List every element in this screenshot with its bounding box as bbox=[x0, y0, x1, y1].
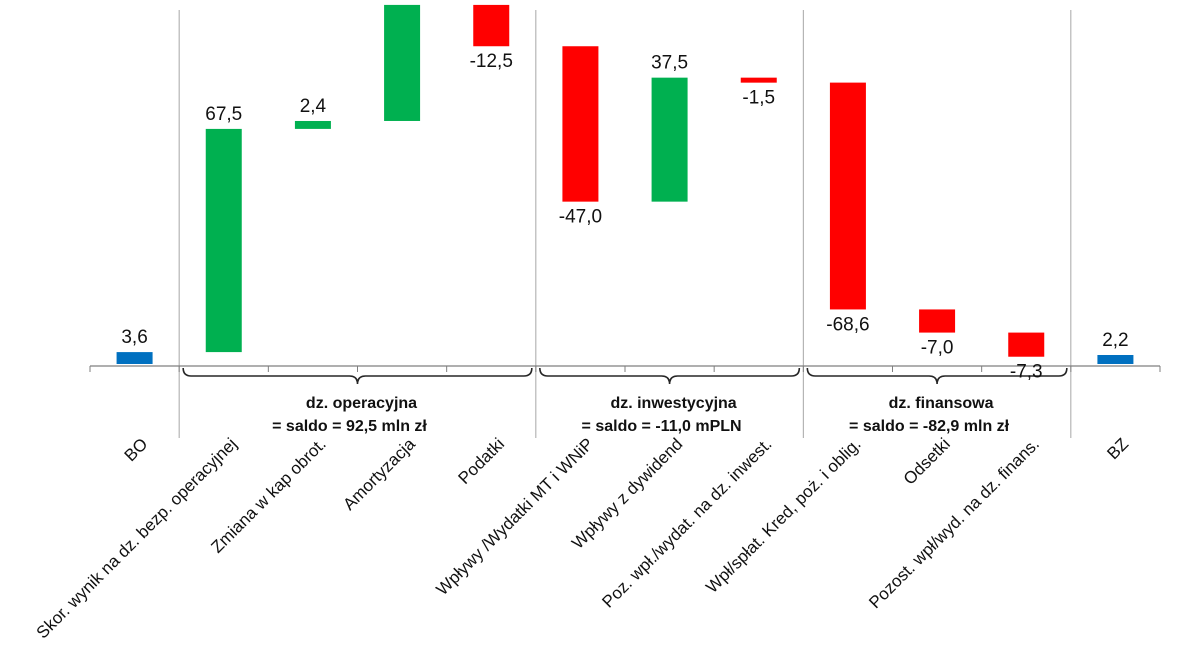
category-label: Amortyzacja bbox=[339, 434, 419, 514]
value-label: 35,1 bbox=[384, 0, 421, 1]
bar bbox=[1097, 355, 1134, 364]
group-labels: dz. operacyjna = saldo = 92,5 mln zł dz. i… bbox=[272, 395, 1010, 435]
group-title: dz. inwestycyjna bbox=[610, 395, 736, 412]
value-label: 2,4 bbox=[300, 96, 327, 117]
group-title: dz. finansowa bbox=[889, 395, 994, 412]
group-brace bbox=[182, 367, 533, 385]
bar bbox=[1008, 332, 1045, 357]
value-labels: 3,6 67,5 2,4 35,1 -12,5 -47,0 37,5 -1,5 -68,6 -7,… bbox=[121, 0, 1128, 383]
x-axis bbox=[89, 365, 1161, 372]
section-separators bbox=[178, 10, 1072, 438]
bar bbox=[473, 4, 510, 47]
category-label: Wpływy /Wydatki MT i WNiP bbox=[433, 434, 598, 599]
value-label: 3,6 bbox=[121, 327, 147, 348]
value-label: -7,0 bbox=[921, 338, 954, 359]
bars bbox=[116, 4, 1134, 364]
value-label: 2,2 bbox=[1102, 330, 1128, 351]
value-label: -68,6 bbox=[826, 314, 869, 335]
value-label: 67,5 bbox=[205, 104, 242, 125]
category-label: Pozost. wpł/wyd. na dz. finans. bbox=[865, 434, 1043, 612]
bar bbox=[740, 77, 777, 83]
category-label: Poz. wpł./wydat. na dz. inwest. bbox=[598, 434, 775, 611]
bar bbox=[562, 46, 599, 202]
bar bbox=[205, 128, 242, 353]
bar bbox=[294, 120, 331, 129]
category-label: BZ bbox=[1103, 434, 1132, 463]
bar bbox=[651, 77, 688, 202]
group-saldo: = saldo = -82,9 mln zł bbox=[849, 418, 1010, 435]
category-label: Odsetki bbox=[900, 434, 954, 488]
value-label: 37,5 bbox=[651, 53, 688, 74]
group-saldo: = saldo = -11,0 mPLN bbox=[582, 418, 742, 435]
value-label: -1,5 bbox=[742, 88, 775, 109]
value-label: -12,5 bbox=[470, 51, 513, 72]
bar bbox=[829, 82, 866, 310]
bar bbox=[919, 309, 956, 333]
group-brace bbox=[539, 367, 801, 385]
category-label: Podatki bbox=[455, 434, 509, 488]
category-label: Skor. wynik na dz. bezp. operacyjnej bbox=[33, 434, 241, 642]
bar bbox=[116, 352, 153, 364]
group-braces bbox=[182, 367, 1068, 385]
group-brace bbox=[806, 367, 1068, 385]
category-label: Wpł/spłat. Kred, poż. i oblig. bbox=[702, 434, 864, 596]
category-label: BO bbox=[121, 434, 152, 465]
value-label: -47,0 bbox=[559, 207, 602, 228]
value-label: -7,3 bbox=[1010, 362, 1043, 383]
group-title: dz. operacyjna bbox=[306, 395, 417, 412]
group-saldo: = saldo = 92,5 mln zł bbox=[272, 418, 427, 435]
bar bbox=[384, 4, 421, 121]
